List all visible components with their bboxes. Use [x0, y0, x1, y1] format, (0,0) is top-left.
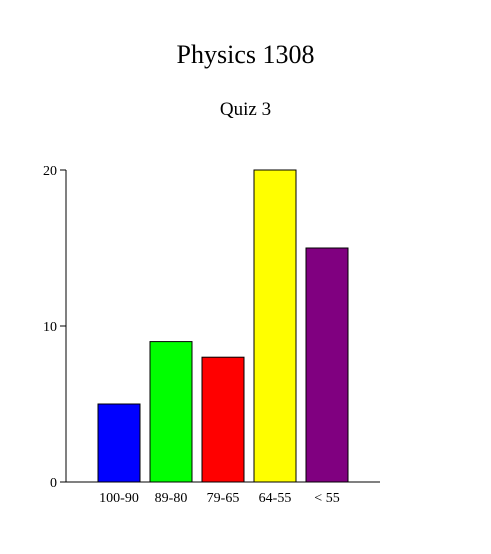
y-tick-label: 10 — [43, 320, 57, 335]
x-tick-label: 89-80 — [155, 491, 188, 506]
bar-4 — [305, 247, 349, 483]
chart-title: Physics 1308 — [176, 40, 315, 69]
x-tick-label: 64-55 — [259, 491, 292, 506]
bar-3 — [253, 169, 297, 483]
y-tick-label: 0 — [50, 476, 57, 491]
x-tick-label: 100-90 — [99, 491, 139, 506]
y-tick-label: 20 — [43, 164, 57, 179]
x-tick-label: < 55 — [314, 491, 339, 506]
x-tick-label: 79-65 — [207, 491, 240, 506]
bar-1 — [149, 341, 193, 483]
bar-0 — [97, 403, 141, 483]
chart-subtitle: Quiz 3 — [219, 99, 272, 120]
bar-2 — [201, 356, 245, 483]
